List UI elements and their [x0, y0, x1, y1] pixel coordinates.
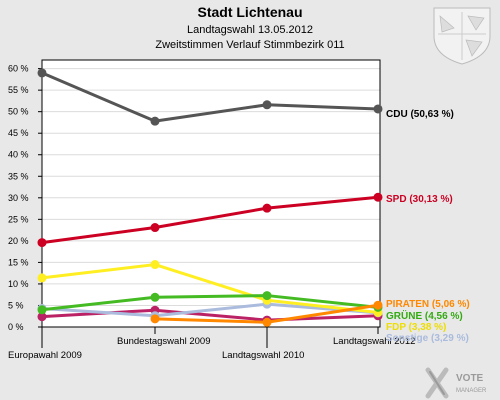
data-point-spd	[150, 223, 160, 233]
y-tick-label: 60 %	[8, 64, 29, 74]
x-tick-label: Bundestagswahl 2009	[117, 336, 211, 347]
data-point-cdu	[37, 68, 47, 78]
votemanager-x-icon	[425, 367, 449, 399]
y-tick-label: 30 %	[8, 193, 29, 203]
data-point-gr-ne	[37, 305, 47, 315]
y-tick-label: 50 %	[8, 107, 29, 117]
y-tick-label: 35 %	[8, 171, 29, 181]
data-point-cdu	[262, 100, 272, 110]
data-point-spd	[37, 238, 47, 248]
data-point-piraten	[373, 300, 383, 310]
y-tick-label: 55 %	[8, 85, 29, 95]
series-spd	[37, 192, 383, 248]
series-labels: CDU (50,63 %) SPD (30,13 %) PIRATEN (5,06 …	[386, 109, 470, 344]
series-line-gr-ne	[41, 294, 379, 312]
series-line-sonstige	[41, 302, 379, 318]
y-tick-label: 0 %	[8, 322, 24, 332]
series-label-fdp: FDP (3,38 %)	[386, 322, 446, 333]
x-tick-label: Landtagswahl 2012	[333, 336, 415, 347]
y-axis: 0 % 5 % 10 % 15 % 20 % 25 % 30 % 35 % 40 % 45 % 50…	[8, 64, 42, 332]
data-point-fdp	[150, 260, 160, 270]
chart-subtitle-district: Zweitstimmen Verlauf Stimmbezirk 011	[155, 39, 344, 51]
series-piraten	[150, 300, 383, 327]
series-label-cdu: CDU (50,63 %)	[386, 109, 454, 120]
series-label-gr-ne: GRÜNE (4,56 %)	[386, 309, 463, 322]
y-tick-label: 10 %	[8, 279, 29, 289]
data-point-cdu	[373, 104, 383, 114]
chart-title: Stadt Lichtenau	[197, 4, 302, 20]
x-axis: Europawahl 2009 Bundestagswahl 2009 Landta…	[8, 327, 415, 361]
y-tick-label: 15 %	[8, 257, 29, 267]
data-point-spd	[373, 192, 383, 202]
coat-of-arms-icon	[433, 7, 491, 65]
data-point-piraten	[262, 317, 272, 327]
votemanager-word: VOTE	[456, 373, 484, 384]
series-line-spd	[41, 195, 379, 245]
y-tick-label: 25 %	[8, 214, 29, 224]
data-point-die-linke	[37, 312, 47, 322]
grid-lines	[42, 68, 380, 306]
votemanager-logo: VOTE MANAGER	[425, 367, 487, 399]
y-tick-label: 45 %	[8, 128, 29, 138]
x-tick-label: Europawahl 2009	[8, 350, 82, 361]
votemanager-subword: MANAGER	[456, 388, 487, 394]
y-tick-label: 5 %	[8, 300, 24, 310]
series-label-piraten: PIRATEN (5,06 %)	[386, 299, 470, 310]
series-line-cdu	[41, 71, 379, 123]
series-line-fdp	[41, 263, 379, 314]
y-tick-label: 40 %	[8, 150, 29, 160]
data-point-gr-ne	[262, 291, 272, 301]
series-label-spd: SPD (30,13 %)	[386, 194, 453, 205]
plot-area	[42, 60, 380, 327]
series-label-sonstige: Sonstige (3,29 %)	[386, 333, 469, 344]
data-point-fdp	[37, 273, 47, 283]
series-layer	[37, 68, 383, 327]
x-tick-label: Landtagswahl 2010	[222, 350, 304, 361]
data-point-cdu	[150, 116, 160, 126]
series-cdu	[37, 68, 383, 126]
data-point-piraten	[150, 314, 160, 324]
data-point-spd	[262, 203, 272, 213]
chart-subtitle-date: Landtagswahl 13.05.2012	[187, 24, 313, 36]
data-point-gr-ne	[150, 292, 160, 302]
y-tick-label: 20 %	[8, 236, 29, 246]
